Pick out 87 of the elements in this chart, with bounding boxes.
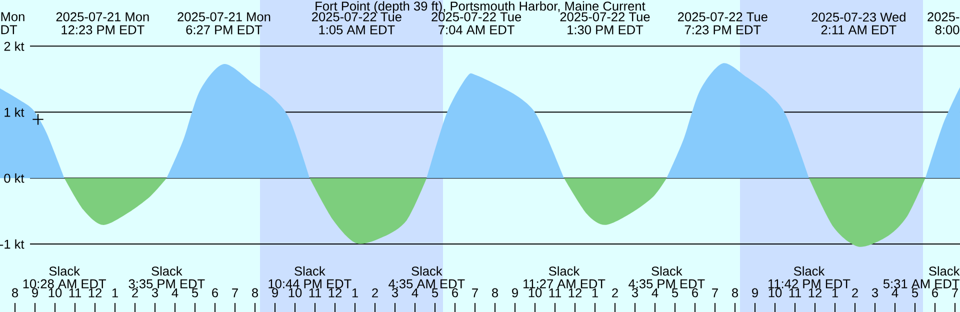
annotation: 2:11 AM EDT	[821, 25, 896, 34]
x-tick-label: 8	[732, 288, 738, 298]
x-tick-label: 1	[592, 288, 598, 298]
annotation: 12:23 PM EDT	[62, 25, 144, 34]
annotation: 1:05 AM EDT	[319, 25, 395, 34]
annotation: 6:27 PM EDT	[186, 25, 262, 34]
x-tick-label: 3	[152, 288, 158, 298]
x-tick-label: 2	[132, 288, 138, 298]
annotation: 10:28 AM EDT	[23, 279, 106, 288]
annotation: 2025-07-22 Tue	[560, 12, 650, 22]
annotation: 4:35 PM EDT	[628, 279, 705, 288]
x-tick-label: 4	[892, 288, 898, 298]
x-tick-label: 10	[528, 288, 542, 298]
x-tick-label: 9	[272, 288, 278, 298]
x-tick-label: 11	[69, 288, 82, 298]
annotation: Slack	[152, 266, 182, 276]
annotation: 2025-	[928, 12, 960, 22]
annotation: 2025-07-22 Tue	[432, 12, 522, 22]
annotation: 7:04 AM EDT	[438, 25, 514, 34]
x-tick-label: 5	[672, 288, 678, 298]
x-tick-label: 11	[789, 288, 802, 298]
annotation: 8:00	[935, 25, 960, 34]
annotation: 11:42 PM EDT	[768, 279, 850, 288]
y-tick-label: 2 kt	[4, 41, 24, 51]
x-tick-label: 1	[832, 288, 838, 298]
x-tick-label: 12	[568, 288, 582, 298]
x-tick-label: 6	[692, 288, 698, 298]
annotation: 2025-07-22 Tue	[312, 12, 402, 22]
annotation: Slack	[652, 266, 682, 276]
x-tick-label: 7	[952, 288, 958, 298]
annotation: 2025-07-22 Tue	[678, 12, 768, 22]
annotation: 2025-07-21 Mon	[56, 12, 149, 22]
y-tick-label: 1 kt	[4, 107, 24, 117]
annotation: Slack	[294, 266, 326, 276]
x-tick-label: 9	[512, 288, 518, 298]
x-tick-label: 9	[32, 288, 38, 298]
annotation: Slack	[49, 266, 80, 276]
annotation: 7:23 PM EDT	[684, 25, 761, 34]
x-tick-label: 11	[549, 288, 562, 298]
x-tick-label: 11	[309, 288, 322, 298]
x-tick-label: 10	[48, 288, 62, 298]
annotation: Slack	[412, 266, 442, 276]
annotation: 4:35 AM EDT	[388, 279, 465, 288]
annotation: Slack	[929, 266, 960, 276]
x-tick-label: 1	[112, 288, 118, 298]
x-tick-label: 6	[212, 288, 218, 298]
x-tick-label: 2	[372, 288, 378, 298]
annotation: 10:44 PM EDT	[268, 279, 352, 288]
x-tick-label: 2	[852, 288, 858, 298]
x-tick-label: 12	[88, 288, 102, 298]
x-tick-label: 4	[172, 288, 178, 298]
x-tick-label: 7	[712, 288, 718, 298]
chart-title: Fort Point (depth 39 ft), Portsmouth Harbor, Maine Current	[316, 1, 646, 14]
annotation: Mon	[1, 12, 24, 22]
x-tick-label: 8	[492, 288, 498, 298]
y-tick-label: -1 kt	[0, 239, 24, 249]
x-tick-label: 3	[632, 288, 638, 298]
x-tick-label: 3	[872, 288, 878, 298]
annotation: 2025-07-21 Mon	[178, 12, 270, 22]
x-tick-label: 7	[472, 288, 478, 298]
x-tick-label: 10	[288, 288, 302, 298]
y-tick-label: 0 kt	[4, 173, 24, 183]
x-tick-label: 12	[328, 288, 342, 298]
annotation: Slack	[548, 266, 580, 276]
x-tick-label: 3	[392, 288, 398, 298]
x-tick-label: 5	[432, 288, 438, 298]
annotation: 2025-07-23 Wed	[812, 12, 906, 22]
x-tick-label: 5	[192, 288, 198, 298]
annotation: 11:27 AM EDT	[523, 279, 606, 288]
x-tick-label: 12	[808, 288, 822, 298]
x-tick-label: 8	[12, 288, 18, 298]
annotation: 3:35 PM EDT	[128, 279, 205, 288]
x-tick-label: 1	[352, 288, 358, 298]
x-tick-label: 2	[612, 288, 618, 298]
x-tick-label: 5	[912, 288, 918, 298]
x-tick-label: 4	[412, 288, 418, 298]
x-tick-label: 6	[932, 288, 938, 298]
x-tick-label: 6	[452, 288, 458, 298]
x-tick-label: 7	[232, 288, 238, 298]
x-tick-label: 9	[752, 288, 758, 298]
x-tick-label: 4	[652, 288, 658, 298]
annotation: DT	[1, 25, 18, 34]
annotation: 1:30 PM EDT	[568, 25, 644, 34]
x-tick-label: 8	[252, 288, 258, 298]
x-tick-label: 10	[768, 288, 782, 298]
annotation: 5:31 AM EDT	[883, 279, 960, 288]
annotation: Slack	[794, 266, 825, 276]
